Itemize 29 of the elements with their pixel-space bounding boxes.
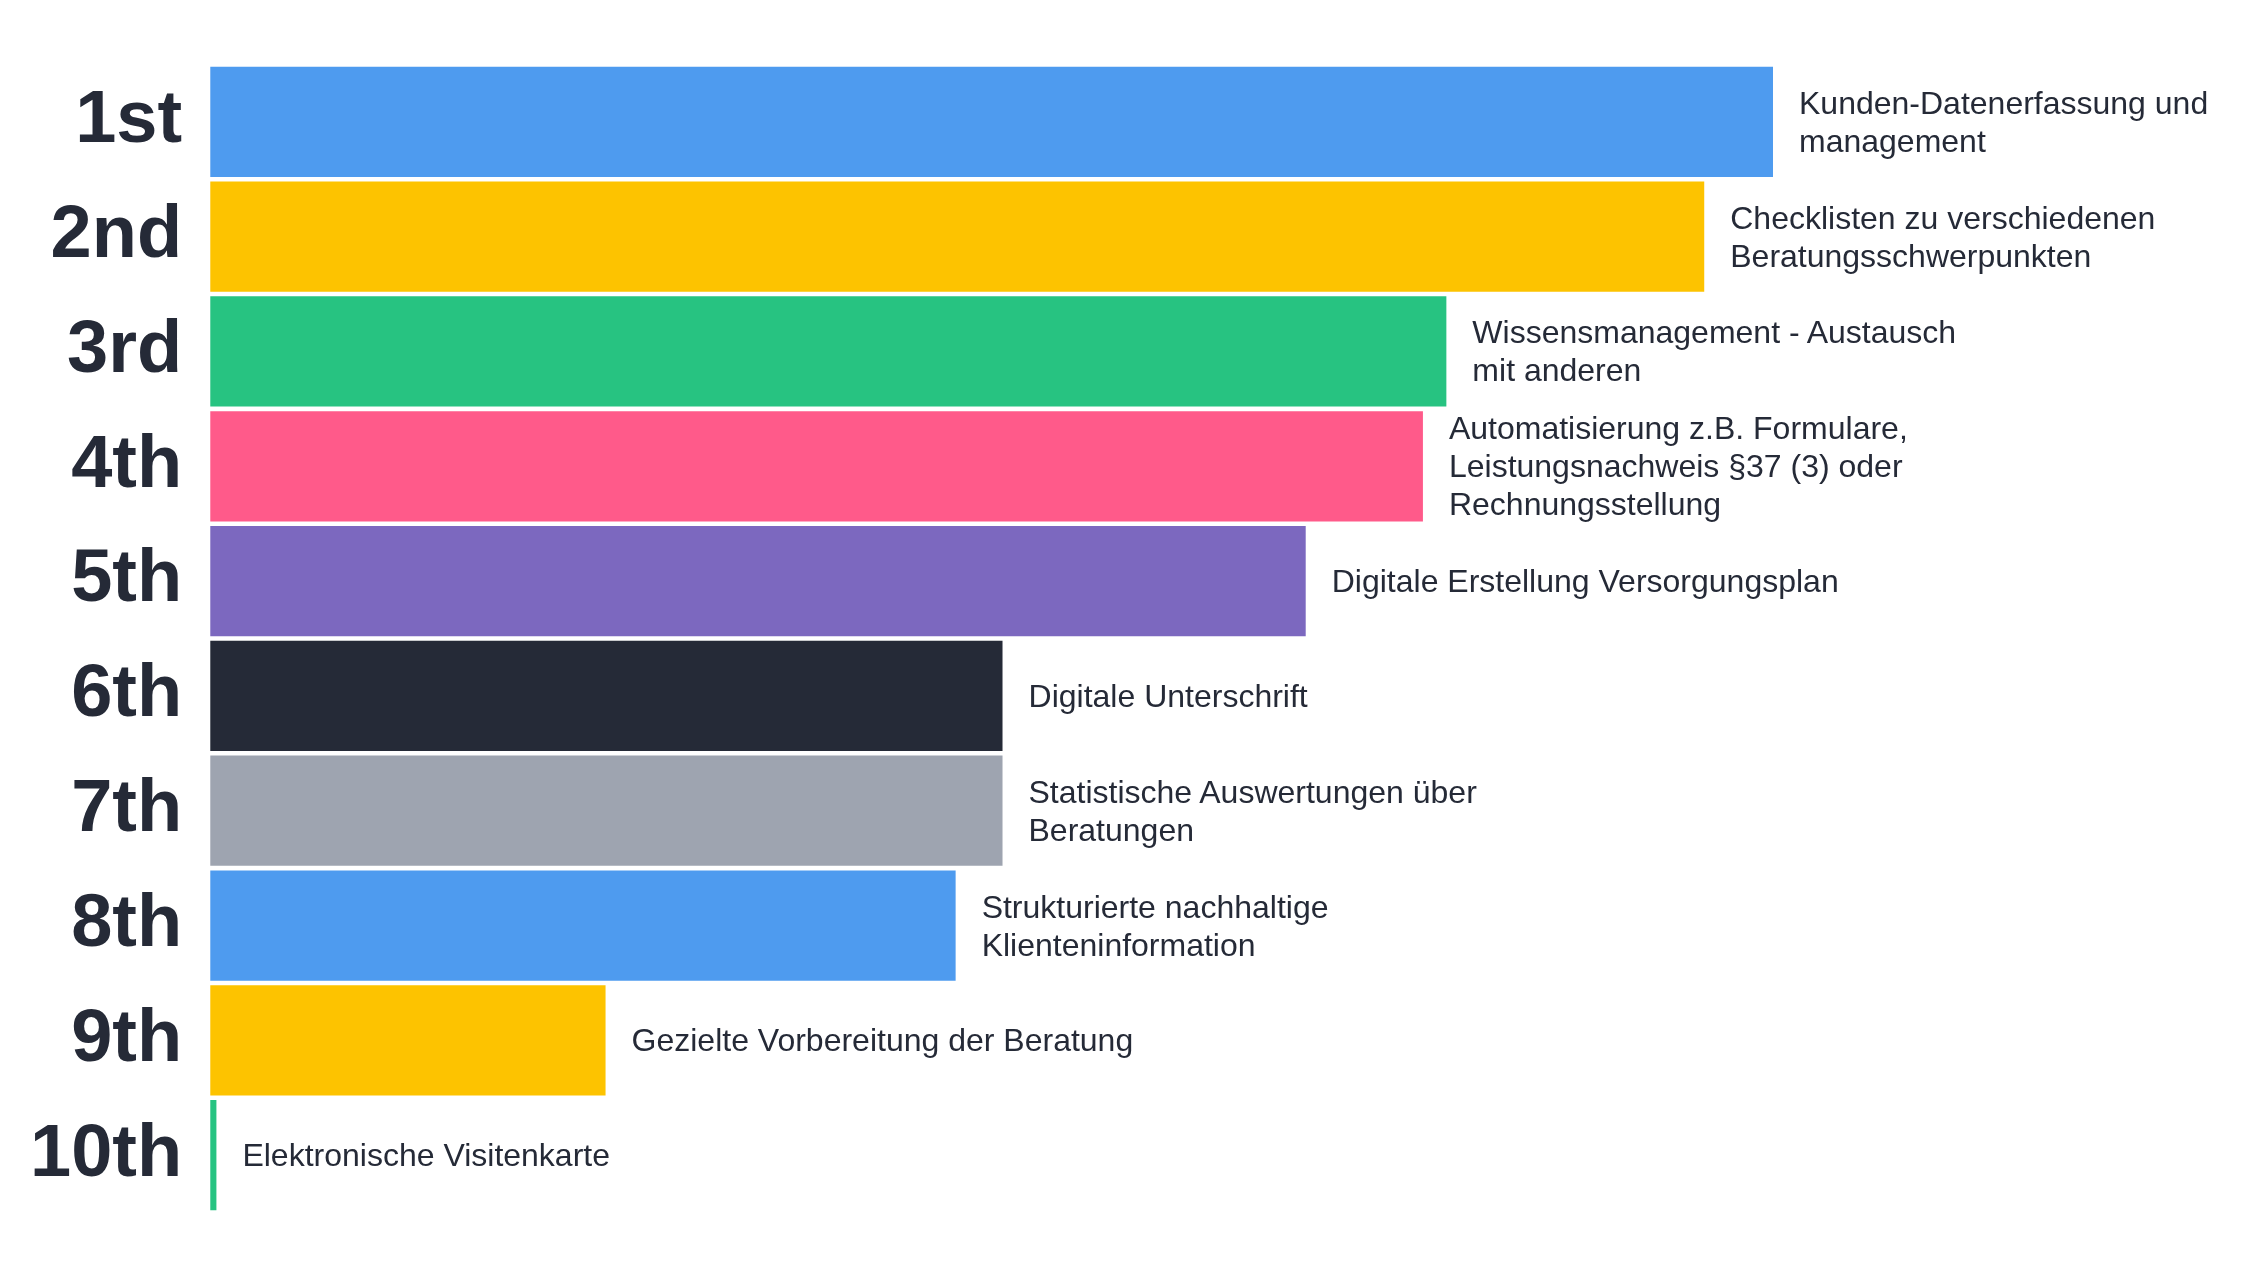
y-tick-label: 4th: [71, 419, 183, 503]
y-tick-label: 1st: [75, 75, 183, 159]
y-tick-label: 8th: [71, 878, 183, 962]
annotation: Gezielte Vorbereitung der Beratung: [631, 1021, 1134, 1060]
y-tick-label: 7th: [71, 764, 183, 848]
y-tick-label: 9th: [71, 993, 183, 1077]
annotation: Checklisten zu verschiedenen Beratungsschwerpunkten: [1730, 198, 2157, 275]
annotation: Digitale Unterschrift: [1028, 676, 1308, 715]
annotation: Automatisierung z.B. Formulare, Leistungsnachweis §37 (3) oder Rechnungsstellung: [1448, 409, 1909, 524]
bar: [210, 66, 1773, 177]
y-tick-label: 3rd: [67, 304, 183, 388]
bar: [210, 525, 1306, 637]
annotation: Digitale Erstellung Versorgungsplan: [1331, 562, 1839, 601]
annotation: Statistische Auswertungen über Beratungen: [1028, 772, 1478, 849]
bar: [210, 296, 1447, 407]
y-tick-label: 6th: [71, 649, 183, 733]
bar: [210, 181, 1705, 292]
annotation: Wissensmanagement - Austausch mit anderen: [1472, 313, 1958, 390]
y-tick-label: 10th: [30, 1108, 183, 1192]
bar: [210, 755, 1003, 866]
y-tick-label: 2nd: [50, 190, 183, 274]
bar: [210, 870, 956, 981]
annotation: Kunden-Datenerfassung und management: [1799, 83, 2210, 160]
bar: [210, 411, 1423, 522]
annotation: Elektronische Visitenkarte: [242, 1136, 610, 1175]
bar: [210, 985, 606, 1096]
annotation: Strukturierte nachhaltige Klienteninformation: [981, 887, 1330, 964]
bar: [210, 640, 1003, 752]
y-tick-label: 5th: [71, 534, 183, 618]
